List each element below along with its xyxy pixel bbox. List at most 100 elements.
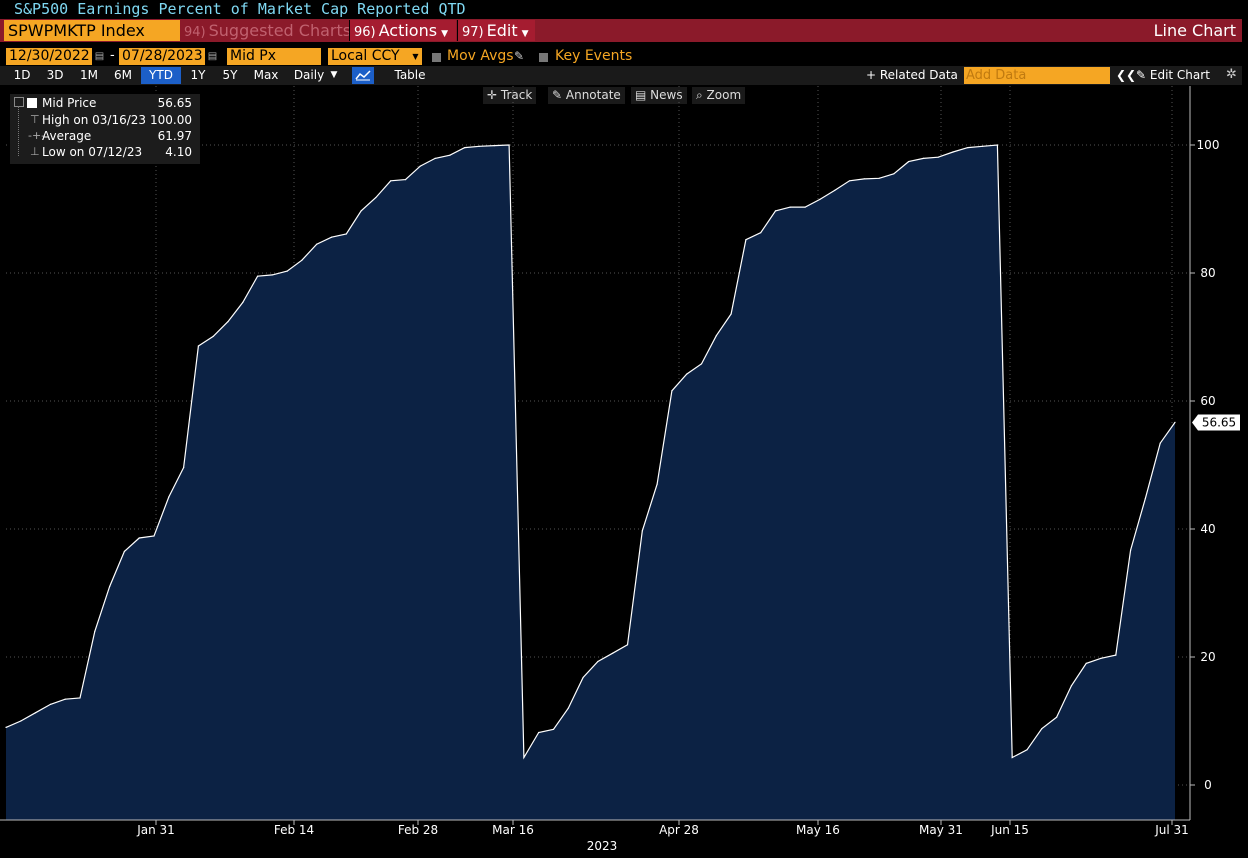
data-point: [404, 179, 407, 181]
x-tick-label: May 31: [919, 823, 963, 837]
range-ytd[interactable]: YTD: [141, 67, 181, 84]
data-point: [242, 301, 244, 303]
chart-type-label[interactable]: Line Chart: [1153, 21, 1236, 40]
data-point: [212, 335, 214, 337]
data-point: [419, 165, 421, 167]
data-point: [301, 259, 303, 261]
legend-label-low: Low on 07/12/23: [42, 145, 143, 159]
data-point: [523, 756, 525, 759]
end-calendar-icon[interactable]: ▤: [207, 51, 218, 62]
range-5y[interactable]: 5Y: [222, 68, 238, 82]
range-1d[interactable]: 1D: [13, 68, 31, 82]
start-date-input[interactable]: 12/30/2022: [6, 48, 92, 65]
edit-chart-button[interactable]: ✎ Edit Chart: [1136, 67, 1210, 84]
range-1y[interactable]: 1Y: [190, 68, 206, 82]
chart-area[interactable]: 0 20 40 60 80 100 Jan 31 Feb 14 Feb 28 Mar 16 Apr …: [0, 86, 1248, 858]
legend-tree-line: [18, 106, 20, 156]
legend-label-mid-price: Mid Price: [42, 96, 97, 110]
data-point: [1011, 756, 1013, 759]
line-chart-icon[interactable]: [352, 67, 374, 84]
data-point: [330, 236, 333, 238]
data-point: [1159, 442, 1161, 444]
legend-value-mid-price: 56.65: [157, 96, 192, 110]
mov-avgs-checkbox[interactable]: [432, 53, 441, 62]
edit-chart-pencil-icon: ✎: [1136, 68, 1150, 82]
data-point: [1144, 497, 1146, 499]
data-point: [20, 720, 22, 722]
edit-label: Edit: [486, 21, 518, 40]
track-tool[interactable]: ✛ Track: [483, 87, 537, 104]
x-tick-label: Jan 31: [136, 823, 175, 837]
data-point: [1085, 662, 1087, 665]
range-1m[interactable]: 1M: [80, 68, 98, 82]
data-point: [123, 550, 125, 552]
related-data-button[interactable]: + Related Data: [866, 68, 958, 82]
data-point: [1174, 421, 1176, 423]
average-marker-icon: -+-: [28, 129, 46, 142]
edit-menu-button[interactable]: 97) Edit ▼: [457, 20, 535, 41]
key-events-label[interactable]: Key Events: [555, 48, 633, 64]
legend-label-average: Average: [42, 129, 92, 143]
pencil-icon[interactable]: ✎: [514, 49, 525, 63]
actions-menu-button[interactable]: 96) Actions ▼: [349, 20, 456, 41]
legend-value-high: 100.00: [150, 113, 192, 127]
data-point: [434, 157, 436, 159]
data-point: [1115, 654, 1117, 656]
annotate-tool[interactable]: ✎ Annotate: [548, 87, 625, 104]
mov-avgs-label[interactable]: Mov Avgs: [447, 48, 514, 64]
actions-label: Actions: [378, 21, 438, 40]
data-point: [760, 232, 762, 234]
key-events-checkbox[interactable]: [539, 53, 548, 62]
data-point: [316, 243, 318, 245]
data-point: [878, 177, 880, 179]
x-tick-label: Jun 15: [990, 823, 1029, 837]
frequency-select[interactable]: Daily: [293, 68, 325, 82]
data-point: [686, 373, 688, 375]
table-button[interactable]: Table: [394, 68, 426, 82]
legend-label-high: High on 03/16/23: [42, 113, 147, 127]
data-point: [286, 270, 288, 272]
edit-number: 97): [462, 25, 484, 40]
range-6m[interactable]: 6M: [114, 68, 132, 82]
data-point: [774, 210, 777, 212]
add-data-input[interactable]: Add Data: [964, 67, 1110, 84]
x-tick-label: Feb 28: [398, 823, 438, 837]
news-tool[interactable]: ▤ News: [631, 87, 687, 104]
data-point: [35, 712, 37, 714]
suggested-charts-button[interactable]: 94) Suggested Charts: [180, 20, 351, 41]
series-area: [6, 145, 1175, 820]
legend-collapse-icon[interactable]: [14, 97, 24, 107]
data-point: [168, 496, 170, 498]
collapse-icon[interactable]: ❮❮: [1116, 68, 1137, 82]
y-tick-label: 80: [1200, 266, 1215, 280]
range-max[interactable]: Max: [253, 68, 279, 82]
y-tick-label: 0: [1204, 778, 1212, 792]
gear-icon[interactable]: ✲: [1226, 67, 1237, 82]
data-point: [478, 145, 481, 147]
data-point: [641, 530, 643, 532]
data-point: [982, 145, 984, 147]
end-date-input[interactable]: 07/28/2023: [119, 48, 205, 65]
data-point: [908, 161, 910, 163]
range-3d[interactable]: 3D: [46, 68, 64, 82]
data-point: [1100, 657, 1102, 659]
data-point: [464, 147, 466, 149]
news-icon: ▤: [635, 88, 651, 102]
edit-chart-label: Edit Chart: [1149, 68, 1210, 82]
high-marker-icon: ⊤: [30, 113, 40, 126]
toolbar: [0, 66, 1242, 85]
field-select[interactable]: Mid Px: [227, 48, 321, 65]
data-point: [745, 239, 747, 241]
legend: Mid Price 56.65 ⊤ High on 03/16/23 100.0…: [10, 94, 200, 164]
data-point: [552, 728, 555, 730]
start-calendar-icon[interactable]: ▤: [94, 51, 105, 62]
zoom-tool[interactable]: ⌕ Zoom: [692, 87, 746, 104]
annotate-icon: ✎: [552, 88, 566, 102]
low-marker-icon: ⊥: [30, 145, 40, 158]
ticker-field[interactable]: SPWPMKTP Index: [4, 20, 180, 41]
currency-select[interactable]: Local CCY: [328, 48, 422, 65]
currency-dropdown-icon[interactable]: ▼: [412, 52, 419, 61]
frequency-caret-icon[interactable]: ▼: [330, 70, 338, 80]
track-label: Track: [500, 88, 533, 102]
last-value-tag: [1192, 414, 1240, 431]
